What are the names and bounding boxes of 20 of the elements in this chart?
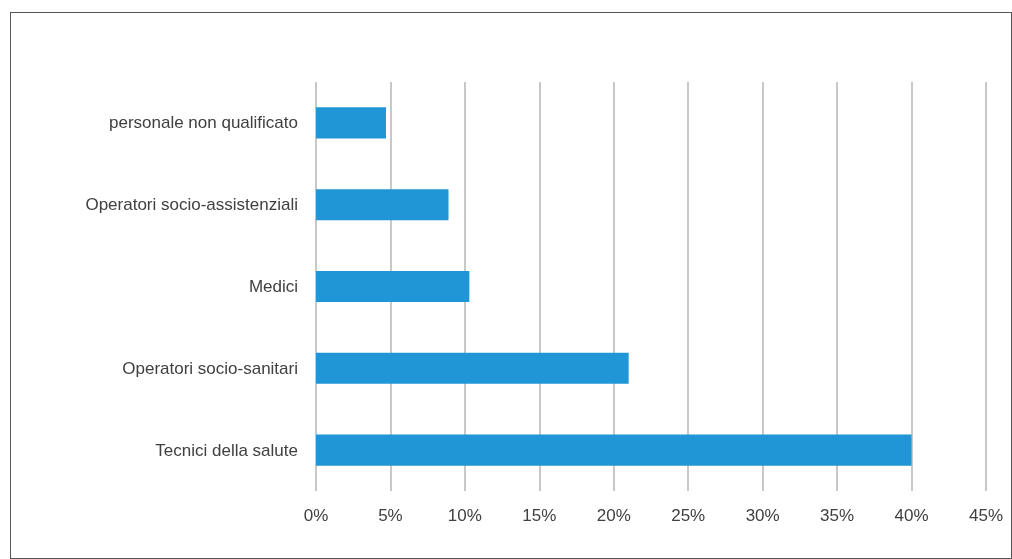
- y-tick-label: Medici: [248, 277, 298, 296]
- x-tick-label: 35%: [820, 506, 855, 525]
- y-tick-label: Operatori socio-sanitari: [122, 358, 298, 378]
- x-tick-label: 5%: [378, 506, 403, 525]
- bar: [316, 270, 470, 303]
- x-tick-label: 30%: [745, 506, 780, 525]
- x-tick-label: 40%: [894, 506, 929, 525]
- bar: [316, 434, 912, 466]
- x-tick-label: 0%: [303, 506, 329, 525]
- y-tick-label: Tecnici della salute: [155, 440, 298, 460]
- bar: [316, 189, 449, 221]
- y-tick-label: Operatori socio-assistenziali: [85, 195, 298, 215]
- bar: [316, 107, 386, 139]
- y-tick-label: personale non qualificato: [108, 113, 298, 133]
- bar: [316, 352, 629, 384]
- x-tick-label: 20%: [596, 506, 631, 525]
- x-tick-label: 15%: [522, 506, 557, 525]
- x-tick-label: 25%: [671, 506, 706, 525]
- x-tick-label: 10%: [447, 506, 482, 525]
- x-tick-label: 45%: [968, 506, 1004, 525]
